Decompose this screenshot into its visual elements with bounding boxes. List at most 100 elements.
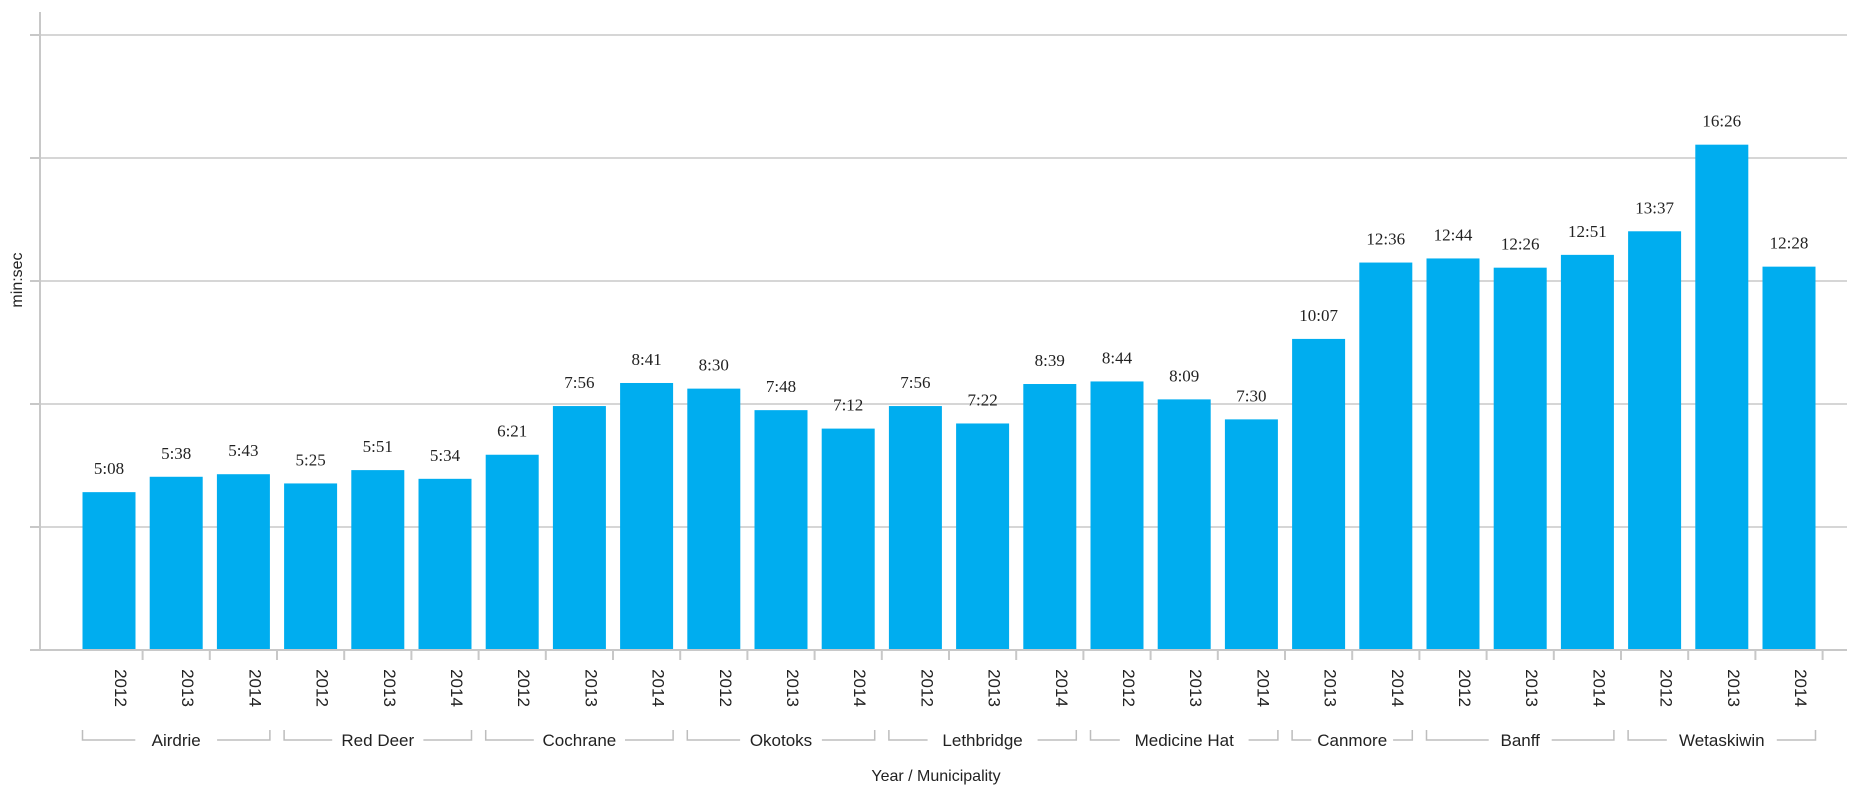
data-label: 5:43 xyxy=(228,441,258,460)
group-bracket-left xyxy=(283,730,333,741)
data-label: 12:44 xyxy=(1434,225,1473,244)
data-label: 12:36 xyxy=(1366,230,1405,249)
group-bracket-left xyxy=(686,730,741,741)
x-axis-title: Year / Municipality xyxy=(871,768,1000,785)
group-bracket-right xyxy=(423,730,473,741)
bar xyxy=(82,492,136,650)
data-label: 8:39 xyxy=(1035,351,1065,370)
group-bracket-left xyxy=(1425,730,1489,741)
group-bracket-left xyxy=(888,730,928,741)
bar xyxy=(284,483,338,650)
x-tick-label: 2012 xyxy=(1119,669,1138,707)
x-tick-label: 2012 xyxy=(716,669,735,707)
data-label: 7:30 xyxy=(1236,386,1266,405)
axes xyxy=(30,12,1847,660)
data-label: 5:34 xyxy=(430,446,461,465)
x-tick-label: 2014 xyxy=(1388,669,1407,707)
data-label: 8:30 xyxy=(699,356,729,375)
x-tick-label: 2013 xyxy=(1321,669,1340,707)
x-tick-label: 2013 xyxy=(1522,669,1541,707)
data-label: 6:21 xyxy=(497,422,527,441)
bar xyxy=(620,382,674,650)
group-label: Airdrie xyxy=(152,731,201,750)
x-tick-label: 2014 xyxy=(850,669,869,707)
group-bracket-left xyxy=(1089,730,1120,741)
bar xyxy=(1493,267,1547,650)
group-label: Medicine Hat xyxy=(1135,731,1234,750)
bar xyxy=(1695,144,1749,651)
x-tick-label: 2014 xyxy=(447,669,466,707)
x-tick-label: 2014 xyxy=(1052,669,1071,707)
data-label: 5:38 xyxy=(161,444,191,463)
data-label: 10:07 xyxy=(1299,306,1338,325)
group-label: Canmore xyxy=(1317,731,1387,750)
group-bracket-right xyxy=(625,730,674,741)
group-label: Cochrane xyxy=(543,731,617,750)
group-label: Red Deer xyxy=(341,731,414,750)
bars xyxy=(82,144,1816,651)
x-tick-label: 2014 xyxy=(1791,669,1810,707)
bar xyxy=(821,428,875,650)
data-label: 8:44 xyxy=(1102,348,1133,367)
x-tick-label: 2012 xyxy=(1455,669,1474,707)
x-tick-label: 2014 xyxy=(1589,669,1608,707)
bar xyxy=(1762,266,1816,650)
data-label: 7:56 xyxy=(564,373,594,392)
x-tick-label: 2013 xyxy=(178,669,197,707)
data-label: 12:51 xyxy=(1568,222,1607,241)
x-tick-label: 2013 xyxy=(581,669,600,707)
x-tick-label: 2012 xyxy=(111,669,130,707)
data-labels: 5:08 5:38 5:43 5:25 5:51 5:34 6:21 7:56 8:41 8:30… xyxy=(94,112,1808,478)
data-label: 7:12 xyxy=(833,396,863,415)
x-tick-label: 2013 xyxy=(380,669,399,707)
data-label: 5:25 xyxy=(295,450,325,469)
data-label: 5:08 xyxy=(94,459,124,478)
group-bracket-left xyxy=(1627,730,1667,741)
bar xyxy=(216,474,270,650)
group-label: Lethbridge xyxy=(942,731,1022,750)
group-label: Okotoks xyxy=(750,731,812,750)
bar xyxy=(485,454,539,650)
bar xyxy=(956,423,1010,650)
group-bracket-left xyxy=(1291,730,1312,741)
data-label: 5:51 xyxy=(363,437,393,456)
bar xyxy=(1157,399,1211,650)
bar xyxy=(1224,419,1278,650)
x-tick-label: 2014 xyxy=(1253,669,1272,707)
bar xyxy=(1023,384,1077,650)
bar xyxy=(1628,231,1682,650)
bar xyxy=(888,406,942,650)
x-tick-label: 2013 xyxy=(985,669,1004,707)
x-tick-label: 2012 xyxy=(514,669,533,707)
data-label: 12:26 xyxy=(1501,235,1540,254)
data-label: 7:48 xyxy=(766,377,796,396)
x-tick-label: 2012 xyxy=(1657,669,1676,707)
data-label: 7:56 xyxy=(900,373,930,392)
group-bracket-right xyxy=(1037,730,1078,741)
x-tick-label: 2014 xyxy=(649,669,668,707)
group-bracket-right xyxy=(1393,730,1414,741)
bar xyxy=(687,388,741,650)
x-tick-label: 2014 xyxy=(245,669,264,707)
bar xyxy=(1426,258,1480,650)
bar xyxy=(1560,254,1614,651)
group-bracket-right xyxy=(1248,730,1279,741)
bar xyxy=(552,406,606,650)
group-bracket-right xyxy=(821,730,876,741)
bar xyxy=(1292,338,1346,650)
group-bracket-right xyxy=(217,730,271,741)
bar xyxy=(1359,262,1413,650)
group-label: Banff xyxy=(1501,731,1541,750)
group-bracket-left xyxy=(81,730,136,741)
bar xyxy=(149,476,203,650)
x-tick-label: 2012 xyxy=(917,669,936,707)
data-label: 12:28 xyxy=(1770,234,1809,253)
bar xyxy=(754,410,808,650)
x-tick-label: 2013 xyxy=(1186,669,1205,707)
x-tick-labels: 2012 2013 2014 2012 2013 2014 2012 2013 2014 2012… xyxy=(111,669,1810,707)
group-label: Wetaskiwin xyxy=(1679,731,1765,750)
group-bracket-left xyxy=(484,730,534,741)
group-bracket-right xyxy=(1776,730,1817,741)
